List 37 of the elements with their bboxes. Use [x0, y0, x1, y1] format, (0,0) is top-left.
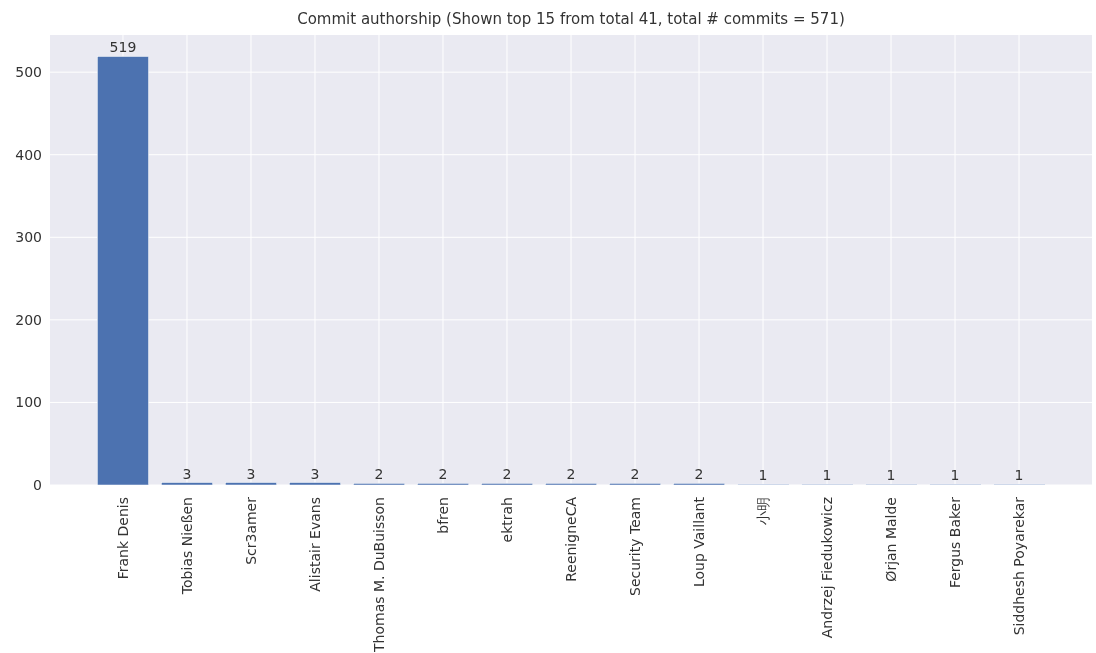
y-tick-label: 0 [33, 477, 42, 493]
data-label: 2 [566, 466, 576, 483]
chart-title: Commit authorship (Shown top 15 from total 41, total # commits = 571) [297, 10, 845, 28]
data-label: 2 [374, 466, 384, 483]
x-tick-label: Loup Vaillant [691, 496, 708, 588]
y-tick-label: 300 [15, 229, 42, 246]
data-label: 2 [694, 466, 704, 483]
x-tick-label: Ørjan Malde [883, 497, 900, 582]
data-label: 1 [886, 467, 896, 484]
data-label: 1 [1014, 467, 1024, 484]
data-label: 1 [758, 467, 768, 484]
data-label: 1 [950, 467, 960, 484]
x-tick-label: Fergus Baker [947, 496, 964, 589]
x-tick-label: Alistair Evans [306, 497, 323, 592]
data-label: 2 [502, 466, 512, 483]
x-tick-label: Security Team [627, 497, 643, 596]
y-tick-label: 200 [15, 311, 42, 328]
data-label: 3 [310, 465, 320, 482]
x-tick-label: Tobias Nießen [178, 497, 195, 596]
data-label: 3 [182, 465, 192, 482]
y-tick-label: 400 [15, 146, 42, 163]
x-tick-label: Siddhesh Poyarekar [1011, 496, 1028, 636]
data-label: 519 [109, 39, 137, 56]
x-tick-label: 小明 [755, 497, 772, 525]
x-tick-label: ektrah [499, 497, 515, 543]
data-label: 2 [438, 466, 448, 483]
x-tick-label: bfren [434, 497, 451, 534]
x-tick-label: Thomas M. DuBuisson [370, 497, 387, 653]
y-tick-label: 100 [15, 394, 42, 411]
data-label: 3 [246, 465, 256, 482]
x-tick-label: Scr3amer [242, 496, 259, 565]
y-tick-label: 500 [15, 64, 42, 81]
x-tick-label: ReenigneCA [563, 496, 579, 582]
x-tick-label: Frank Denis [114, 497, 131, 580]
data-label: 2 [630, 466, 640, 483]
data-label: 1 [822, 467, 832, 484]
x-tick-label: Andrzej Fiedukowicz [819, 497, 836, 639]
